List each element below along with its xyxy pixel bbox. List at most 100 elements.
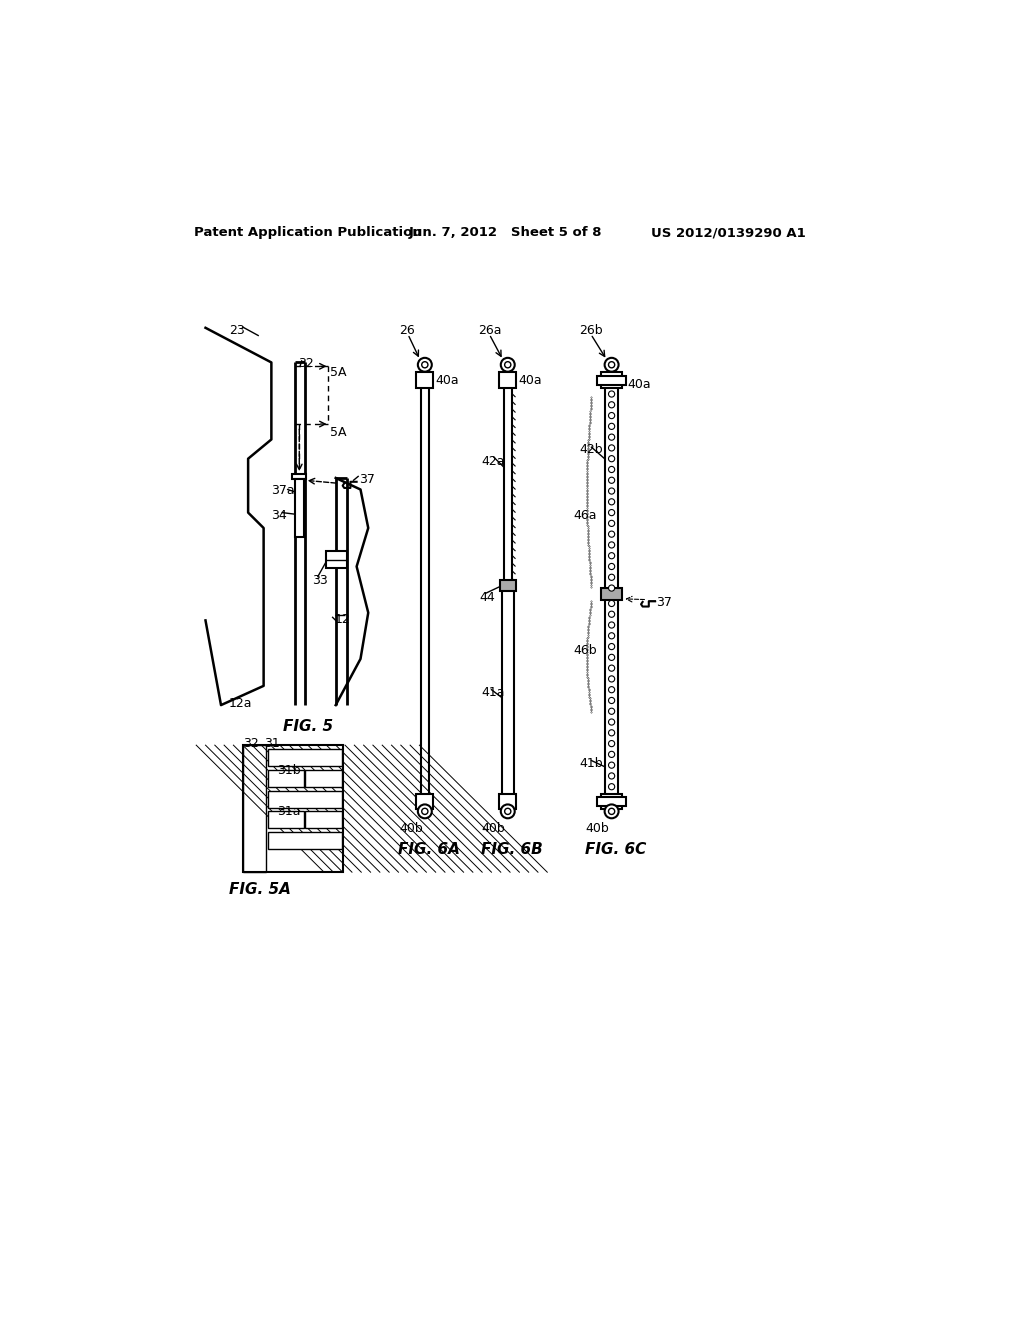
Bar: [417, 793, 433, 809]
Circle shape: [608, 362, 614, 368]
Text: 44: 44: [479, 591, 495, 605]
Bar: [597, 376, 627, 385]
Circle shape: [608, 520, 614, 527]
Circle shape: [608, 477, 614, 483]
Circle shape: [608, 784, 614, 789]
Bar: [243, 744, 343, 873]
Circle shape: [608, 434, 614, 441]
Bar: [292, 474, 306, 479]
Text: 5A: 5A: [331, 425, 347, 438]
Circle shape: [604, 358, 618, 372]
Circle shape: [608, 401, 614, 408]
Circle shape: [608, 531, 614, 537]
Text: 23: 23: [228, 323, 245, 337]
Circle shape: [608, 708, 614, 714]
Bar: [267, 791, 342, 808]
Circle shape: [608, 686, 614, 693]
Circle shape: [505, 808, 511, 814]
Circle shape: [608, 455, 614, 462]
Circle shape: [608, 601, 614, 607]
Text: FIG. 6A: FIG. 6A: [397, 842, 460, 857]
Circle shape: [608, 719, 614, 725]
Text: 12a: 12a: [228, 697, 252, 710]
Text: 37: 37: [656, 595, 673, 609]
Circle shape: [608, 488, 614, 494]
Text: FIG. 5: FIG. 5: [283, 719, 333, 734]
Text: Jun. 7, 2012   Sheet 5 of 8: Jun. 7, 2012 Sheet 5 of 8: [409, 226, 602, 239]
Circle shape: [608, 655, 614, 660]
Circle shape: [608, 741, 614, 747]
Bar: [500, 581, 515, 591]
Circle shape: [608, 751, 614, 758]
Text: 40a: 40a: [518, 374, 543, 387]
Bar: [267, 832, 342, 849]
Text: 31a: 31a: [276, 805, 300, 818]
Circle shape: [422, 808, 428, 814]
Circle shape: [608, 585, 614, 591]
Text: 37a: 37a: [271, 484, 295, 498]
Text: 42a: 42a: [481, 455, 505, 467]
Circle shape: [608, 611, 614, 618]
Circle shape: [608, 499, 614, 506]
Bar: [597, 797, 627, 807]
Circle shape: [608, 553, 614, 558]
Text: 34: 34: [271, 508, 287, 521]
Bar: [500, 372, 516, 388]
Bar: [295, 479, 304, 537]
Bar: [305, 812, 342, 829]
Text: 40b: 40b: [481, 822, 505, 836]
Text: 40a: 40a: [435, 374, 460, 387]
Circle shape: [608, 574, 614, 581]
Circle shape: [608, 676, 614, 682]
Text: FIG. 6B: FIG. 6B: [481, 842, 543, 857]
Circle shape: [608, 622, 614, 628]
Text: 26a: 26a: [478, 323, 502, 337]
Bar: [601, 793, 623, 809]
Circle shape: [608, 413, 614, 418]
Circle shape: [608, 808, 614, 814]
Circle shape: [608, 445, 614, 451]
Circle shape: [608, 730, 614, 737]
Text: 26: 26: [399, 323, 415, 337]
Circle shape: [608, 424, 614, 429]
Circle shape: [608, 644, 614, 649]
Circle shape: [501, 804, 515, 818]
Circle shape: [422, 362, 428, 368]
Bar: [305, 770, 342, 787]
Text: 42b: 42b: [579, 444, 603, 457]
Text: 46b: 46b: [573, 644, 597, 656]
Bar: [326, 552, 346, 568]
Circle shape: [608, 697, 614, 704]
Text: FIG. 6C: FIG. 6C: [586, 842, 646, 857]
Circle shape: [608, 632, 614, 639]
Bar: [417, 372, 433, 388]
Circle shape: [608, 665, 614, 672]
Circle shape: [501, 358, 515, 372]
Text: 40b: 40b: [399, 822, 423, 836]
Circle shape: [608, 391, 614, 397]
Bar: [267, 812, 304, 829]
Text: FIG. 5A: FIG. 5A: [228, 882, 291, 898]
Bar: [601, 589, 623, 599]
Bar: [267, 770, 304, 787]
Text: 31b: 31b: [276, 764, 300, 777]
Text: 5A: 5A: [331, 367, 347, 379]
Text: 32: 32: [299, 358, 314, 370]
Circle shape: [608, 541, 614, 548]
Circle shape: [608, 466, 614, 473]
Text: 40a: 40a: [628, 378, 651, 391]
Text: 40b: 40b: [586, 822, 609, 836]
Circle shape: [604, 804, 618, 818]
Circle shape: [608, 774, 614, 779]
Text: 31: 31: [263, 738, 280, 751]
Text: Patent Application Publication: Patent Application Publication: [194, 226, 422, 239]
Circle shape: [608, 510, 614, 516]
Text: 41a: 41a: [481, 686, 505, 698]
Text: 32: 32: [243, 738, 258, 751]
Text: 41b: 41b: [579, 758, 603, 771]
Text: US 2012/0139290 A1: US 2012/0139290 A1: [651, 226, 806, 239]
Bar: [500, 793, 516, 809]
Text: 37: 37: [359, 473, 375, 486]
Circle shape: [505, 362, 511, 368]
Text: 12: 12: [335, 612, 350, 626]
